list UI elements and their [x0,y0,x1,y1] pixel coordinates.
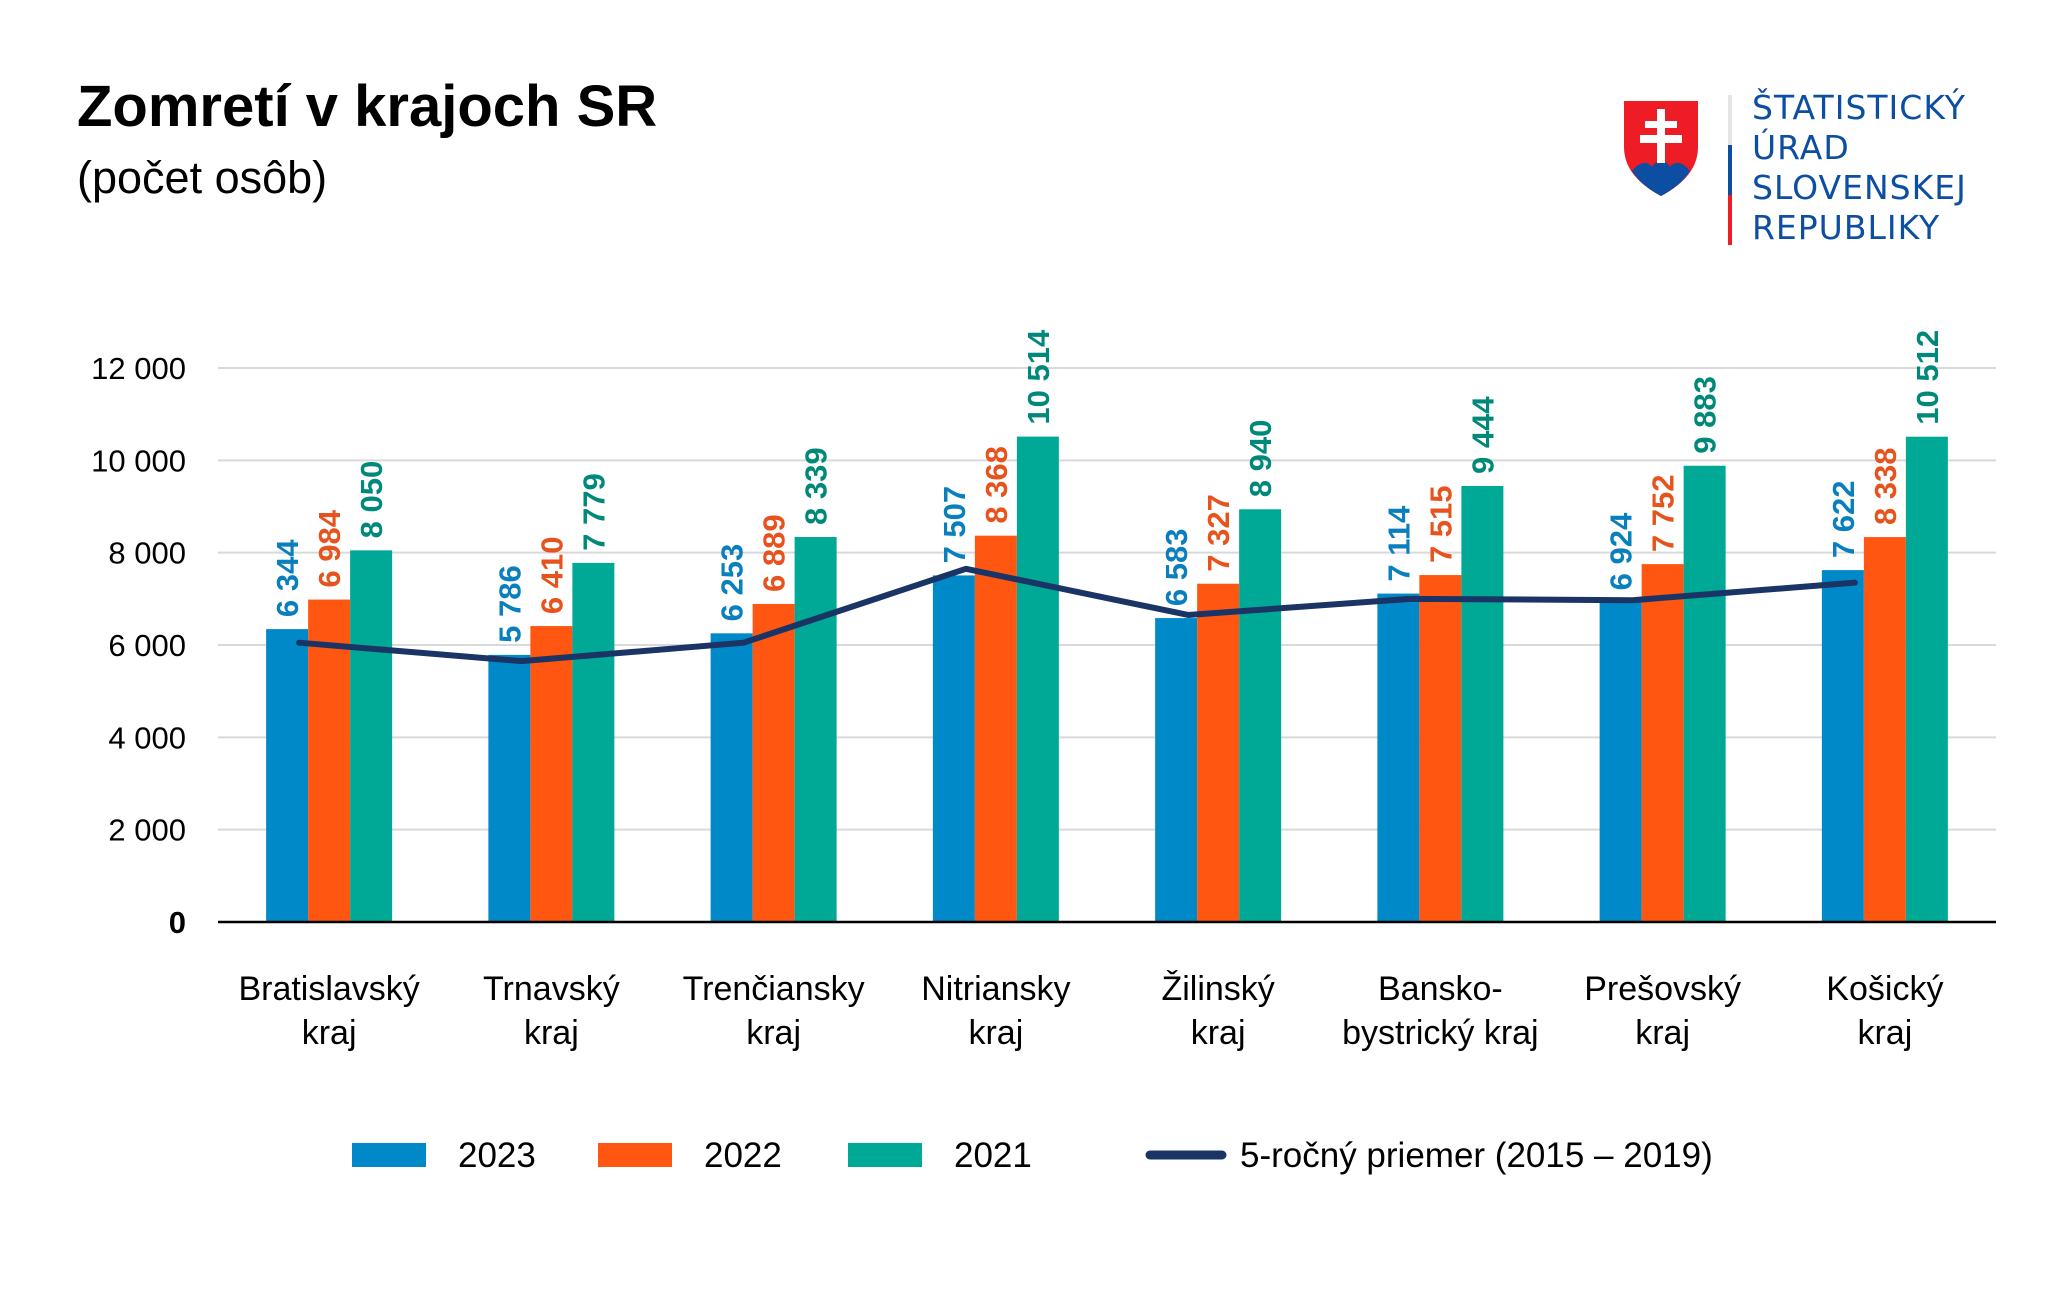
logo-divider [1728,95,1732,245]
y-tick-label: 4 000 [108,720,186,755]
bar-2021 [1016,436,1059,922]
y-tick-label: 8 000 [108,536,186,571]
data-label: 8 368 [979,446,1014,524]
bar-2023 [1821,570,1864,922]
bar-2022 [1863,537,1906,922]
logo-wordmark: ŠTATISTICKÝ ÚRAD SLOVENSKEJ REPUBLIKY [1752,88,1967,248]
bar-2023 [488,654,531,922]
data-label: 8 050 [354,461,389,539]
bar-2023 [710,633,753,922]
logo-line: SLOVENSKEJ [1752,168,1967,207]
data-label: 9 444 [1465,396,1500,474]
data-label: 9 883 [1688,376,1723,454]
bar-2022 [308,599,351,922]
average-line [296,565,1858,665]
bar-2022 [1641,564,1684,922]
bar-2022 [530,626,573,922]
y-tick-label: 6 000 [108,628,186,663]
coat-of-arms-logo [1619,96,1703,203]
chart-subtitle: (počet osôb) [77,152,328,203]
data-label: 7 114 [1381,505,1416,582]
x-category-label: kraj [1191,1014,1246,1052]
bar-2023 [266,629,309,922]
data-label: 7 515 [1423,485,1458,563]
legend-swatch-2023 [352,1143,426,1167]
data-label: 7 779 [576,473,611,551]
x-category-label: Prešovský [1584,970,1741,1008]
data-label: 6 889 [757,514,792,592]
bar-2022 [752,603,795,922]
bar-2021 [1683,465,1726,922]
y-tick-label: 2 000 [108,813,186,848]
logo-line: ŠTATISTICKÝ [1752,88,1966,127]
legend-label: 5-ročný priemer (2015 – 2019) [1240,1136,1713,1175]
bar-2022 [974,535,1017,922]
x-category-label: Košický [1826,970,1943,1008]
legend-label: 2022 [704,1136,782,1175]
bar-2023 [1377,593,1420,922]
x-category-label: kraj [524,1014,579,1052]
chart-title: Zomretí v krajoch SR [77,74,658,139]
data-label: 5 786 [492,565,527,643]
data-label: 8 339 [799,447,834,525]
data-label: 7 507 [937,486,972,564]
data-label: 6 984 [312,509,347,587]
data-label: 6 344 [270,539,305,617]
bar-2021 [1239,509,1282,922]
data-label: 10 512 [1910,330,1945,425]
x-category-label: kraj [746,1014,801,1052]
x-category-label: Bansko- [1378,970,1503,1008]
data-label: 7 622 [1826,481,1861,559]
data-label: 8 940 [1243,420,1278,498]
x-category-label: kraj [968,1014,1023,1052]
bar-2021 [1905,436,1948,922]
y-tick-label: 0 [169,905,186,940]
legend-label: 2021 [954,1136,1032,1175]
x-category-label: Trnavský [483,970,620,1008]
bar-2023 [932,575,975,922]
data-label: 8 338 [1868,447,1903,525]
bar-2021 [572,562,615,922]
y-tick-label: 12 000 [91,351,186,386]
x-category-label: kraj [1635,1014,1690,1052]
x-category-label: Nitriansky [921,970,1070,1008]
data-label: 6 410 [534,536,569,614]
bar-2023 [1599,602,1642,922]
x-category-label: Trenčiansky [683,970,865,1008]
legend-label: 2023 [458,1136,536,1175]
legend-swatch-2021 [848,1143,922,1167]
bar-2021 [1461,486,1504,922]
x-category-label: Bratislavský [238,970,419,1008]
legend-swatch-2022 [598,1143,672,1167]
data-label: 7 327 [1201,494,1236,572]
data-label: 7 752 [1646,475,1681,553]
data-label: 6 583 [1159,529,1194,607]
x-category-label: Žilinský [1161,970,1274,1008]
y-tick-label: 10 000 [91,443,186,478]
x-category-label: bystrický kraj [1342,1014,1538,1052]
bar-2022 [1419,575,1462,922]
x-category-label: kraj [302,1014,357,1052]
x-category-label: kraj [1857,1014,1912,1052]
bar-2021 [350,550,393,922]
bar-2021 [794,537,837,922]
data-label: 10 514 [1021,329,1056,425]
bar-2022 [1197,583,1240,922]
logo-line: ÚRAD [1752,128,1850,167]
data-label: 6 253 [715,544,750,622]
logo-line: REPUBLIKY [1752,208,1941,247]
bar-2023 [1155,618,1198,922]
data-label: 6 924 [1604,512,1639,590]
